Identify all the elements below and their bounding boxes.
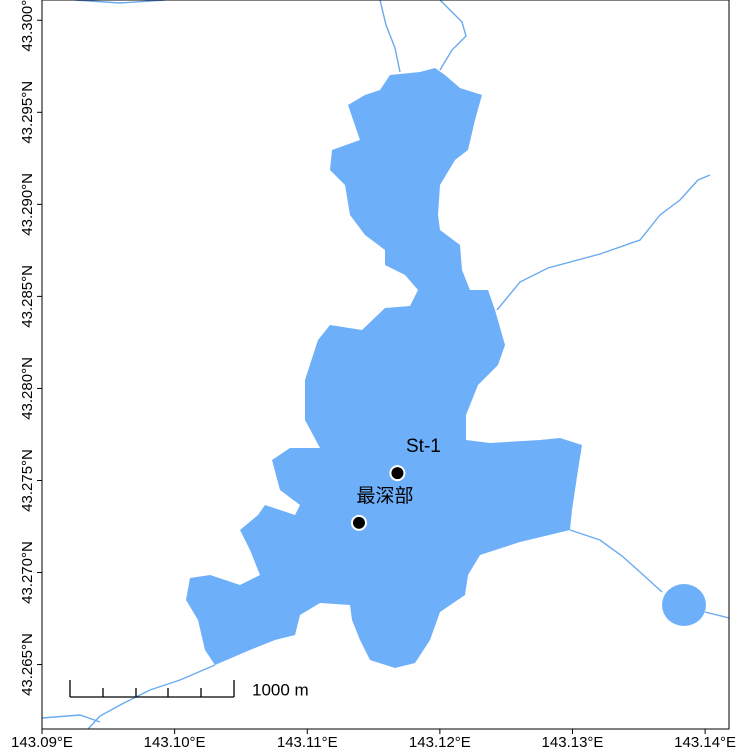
station-label: St-1 — [406, 436, 441, 457]
station-point — [389, 465, 406, 482]
river — [74, 0, 166, 4]
x-tick-label: 143.13°E — [542, 734, 604, 750]
x-tick-label: 143.10°E — [144, 734, 206, 750]
river — [569, 529, 663, 593]
y-tick-label: 43.290°N — [19, 173, 36, 236]
y-tick-label: 43.280°N — [19, 357, 36, 420]
y-tick-label: 43.300°N — [19, 0, 36, 52]
river — [704, 611, 729, 619]
river — [42, 714, 101, 723]
y-tick-label: 43.270°N — [19, 541, 36, 604]
x-tick-label: 143.11°E — [277, 734, 338, 750]
station-point — [350, 514, 367, 531]
y-tick-label: 43.285°N — [19, 265, 36, 328]
y-tick-label: 43.295°N — [19, 81, 36, 144]
river — [379, 0, 401, 73]
pond — [662, 584, 706, 626]
river — [496, 174, 711, 311]
map-frame — [41, 0, 730, 730]
river — [439, 0, 467, 71]
station-label: 最深部 — [356, 485, 413, 507]
y-tick-label: 43.275°N — [19, 449, 36, 512]
x-tick-label: 143.14°E — [674, 734, 736, 750]
x-tick-label: 143.09°E — [11, 734, 73, 750]
lake — [186, 68, 582, 668]
x-tick-label: 143.12°E — [409, 734, 471, 750]
y-tick-label: 43.265°N — [19, 633, 36, 696]
map-layer — [42, 0, 729, 729]
scale-bar-label: 1000 m — [252, 680, 309, 699]
scale-bar — [69, 680, 235, 698]
